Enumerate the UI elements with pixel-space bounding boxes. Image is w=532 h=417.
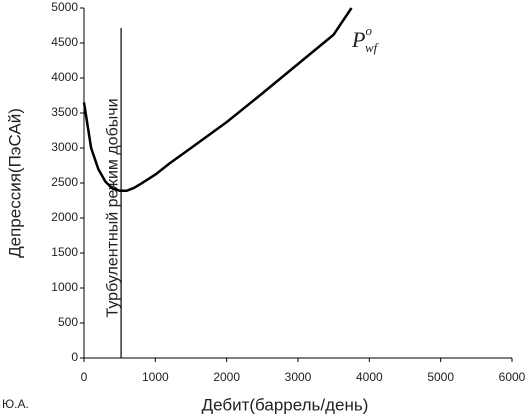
- x-tick-label: 6000: [499, 370, 526, 384]
- y-tick-label: 4500: [51, 35, 78, 49]
- y-tick-label: 2500: [51, 175, 78, 189]
- x-tick-label: 5000: [427, 370, 454, 384]
- x-tick-label: 4000: [356, 370, 383, 384]
- y-tick-label: 500: [58, 315, 78, 329]
- x-tick-label: 2000: [213, 370, 240, 384]
- y-axis-label: Депрессия(ПэСАй): [5, 108, 24, 258]
- x-tick-label: 0: [81, 370, 88, 384]
- y-tick-label: 2000: [51, 210, 78, 224]
- x-tick-label: 3000: [285, 370, 312, 384]
- y-tick-label: 3500: [51, 105, 78, 119]
- y-tick-label: 3000: [51, 140, 78, 154]
- x-axis-label: Дебит(баррель/день): [202, 395, 369, 414]
- annotation: Po wf: [351, 23, 380, 55]
- y-tick-label: 0: [71, 350, 78, 364]
- regime-label: Турбулентный режим добычи: [104, 98, 121, 317]
- y-tick-label: 4000: [51, 70, 78, 84]
- author: Ю.А.: [2, 397, 29, 411]
- x-tick-label: 1000: [142, 370, 169, 384]
- data-line: [82, 7, 353, 192]
- y-tick-label: 1500: [51, 245, 78, 259]
- y-tick-label: 1000: [51, 280, 78, 294]
- y-tick-label: 5000: [51, 0, 78, 14]
